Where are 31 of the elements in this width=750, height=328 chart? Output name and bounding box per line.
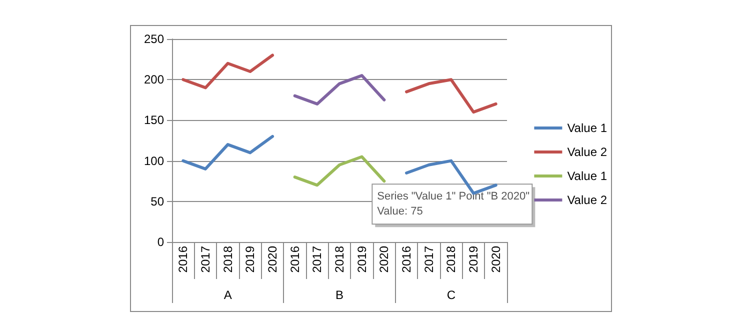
y-tick-label: 50	[150, 194, 164, 208]
x-tick-label: 2019	[243, 246, 258, 273]
text: B	[335, 288, 344, 302]
x-tick-label: 2016	[400, 246, 414, 273]
x-tick-label: 2016	[288, 246, 302, 273]
x-tick-label: 2019	[354, 246, 369, 273]
legend-label: Value 2	[567, 193, 608, 207]
x-tick-label: 2020	[377, 246, 392, 273]
y-tick-label: 200	[144, 72, 164, 87]
y-tick-label: 100	[144, 154, 164, 168]
y-tick-label: 250	[144, 32, 164, 46]
x-tick-label: 2017	[198, 246, 212, 273]
x-tick-label: 2019	[466, 246, 480, 273]
x-tick-label: 2020	[488, 246, 503, 273]
y-tick-label: 150	[144, 113, 164, 128]
line-series	[293, 74, 386, 106]
x-tick-label: 2017	[422, 246, 436, 273]
x-tick-label: 2020	[266, 246, 280, 273]
text: A	[224, 288, 232, 302]
legend-label: Value 1	[567, 121, 608, 135]
legend-label: Value 1	[567, 169, 608, 183]
x-tick-label: 2018	[444, 246, 458, 273]
x-tick-label: 2016	[176, 246, 190, 273]
text: C	[446, 288, 456, 302]
y-tick-label: 0	[157, 235, 164, 249]
annotation: Series "Value 1" Point "B 2020" Value: 75	[377, 190, 530, 218]
x-tick-label: 2018	[220, 246, 235, 273]
x-tick-label: 2018	[332, 246, 346, 273]
line-series	[293, 155, 386, 187]
legend-label: Value 2	[567, 145, 608, 159]
x-tick-label: 2017	[310, 246, 324, 273]
